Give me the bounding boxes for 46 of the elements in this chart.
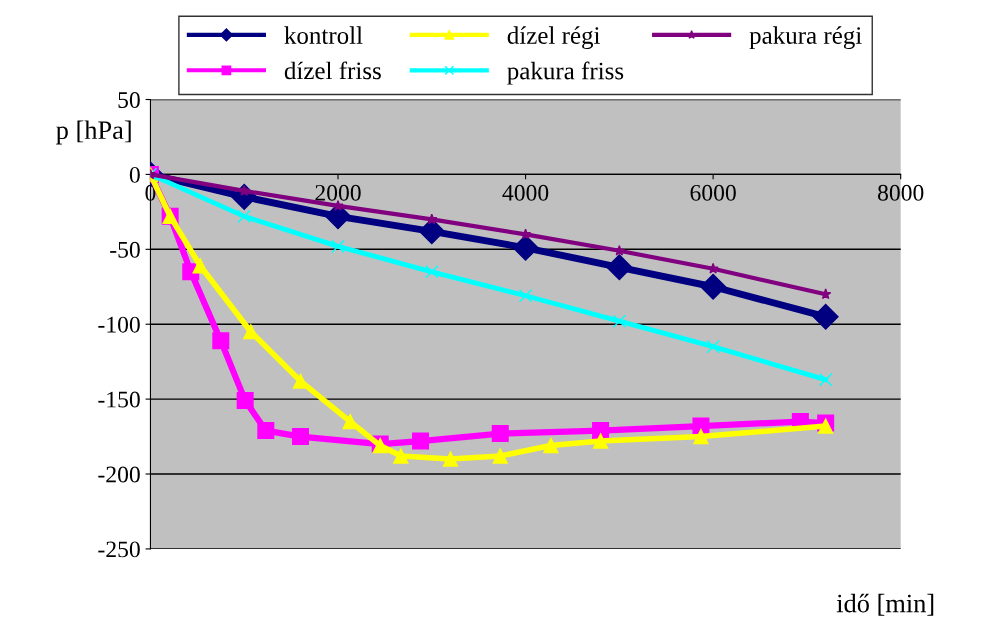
point bbox=[700, 273, 727, 300]
x-tick-label: 2000 bbox=[315, 184, 361, 201]
point bbox=[237, 209, 252, 224]
point bbox=[518, 288, 533, 303]
point bbox=[491, 425, 509, 443]
legend-label: dízel friss bbox=[284, 61, 381, 80]
point bbox=[706, 339, 720, 354]
y-tick-label: -100 bbox=[98, 316, 140, 333]
point bbox=[342, 413, 358, 430]
point bbox=[412, 432, 430, 450]
point bbox=[543, 437, 559, 454]
point bbox=[612, 314, 627, 328]
x-tick-label: 4000 bbox=[502, 184, 549, 201]
x-axis-title: idő [min] bbox=[836, 593, 934, 616]
point bbox=[257, 422, 275, 440]
x-tick-label: 6000 bbox=[690, 184, 736, 201]
y-tick-label: 50 bbox=[118, 92, 140, 108]
y-tick-label: 0 bbox=[129, 166, 140, 183]
point bbox=[693, 428, 709, 445]
point bbox=[606, 254, 633, 281]
legend-label: pakura friss bbox=[507, 61, 624, 85]
y-axis-title: p [hPa] bbox=[56, 120, 131, 145]
point bbox=[331, 239, 345, 254]
point bbox=[818, 418, 834, 434]
legend-label: dízel régi bbox=[507, 26, 601, 50]
point bbox=[812, 303, 839, 330]
point bbox=[818, 372, 833, 387]
y-tick-label: -150 bbox=[98, 391, 140, 408]
legend-label: pakura régi bbox=[749, 26, 862, 50]
point bbox=[442, 451, 459, 467]
y-tick-label: -250 bbox=[98, 541, 140, 558]
point bbox=[418, 218, 445, 245]
legend-label: kontroll bbox=[284, 26, 363, 44]
point bbox=[212, 332, 230, 350]
point bbox=[236, 392, 254, 410]
point bbox=[592, 433, 609, 449]
point bbox=[192, 258, 208, 274]
point bbox=[592, 422, 610, 440]
point bbox=[393, 448, 409, 464]
y-tick-label: -50 bbox=[110, 241, 140, 258]
x-tick-label: 8000 bbox=[877, 184, 924, 201]
point bbox=[492, 448, 508, 464]
point bbox=[291, 428, 310, 446]
y-tick-label: -200 bbox=[98, 466, 140, 483]
point bbox=[512, 234, 539, 261]
point bbox=[425, 265, 439, 279]
